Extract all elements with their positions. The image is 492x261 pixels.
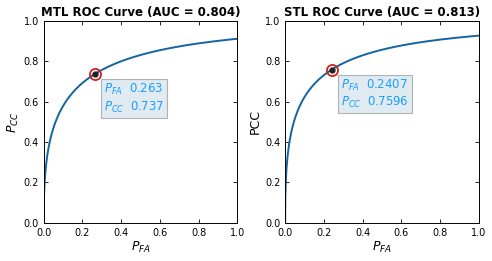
X-axis label: $P_{FA}$: $P_{FA}$ xyxy=(130,240,151,256)
Y-axis label: PCC: PCC xyxy=(249,109,262,134)
X-axis label: $P_{FA}$: $P_{FA}$ xyxy=(372,240,392,256)
Title: MTL ROC Curve (AUC = 0.804): MTL ROC Curve (AUC = 0.804) xyxy=(41,5,240,19)
Text: $P_{FA}$  0.263
$P_{CC}$  0.737: $P_{FA}$ 0.263 $P_{CC}$ 0.737 xyxy=(104,82,164,115)
Y-axis label: $P_{CC}$: $P_{CC}$ xyxy=(5,111,21,133)
Text: $P_{FA}$  0.2407
$P_{CC}$  0.7596: $P_{FA}$ 0.2407 $P_{CC}$ 0.7596 xyxy=(341,78,409,110)
Title: STL ROC Curve (AUC = 0.813): STL ROC Curve (AUC = 0.813) xyxy=(284,5,480,19)
